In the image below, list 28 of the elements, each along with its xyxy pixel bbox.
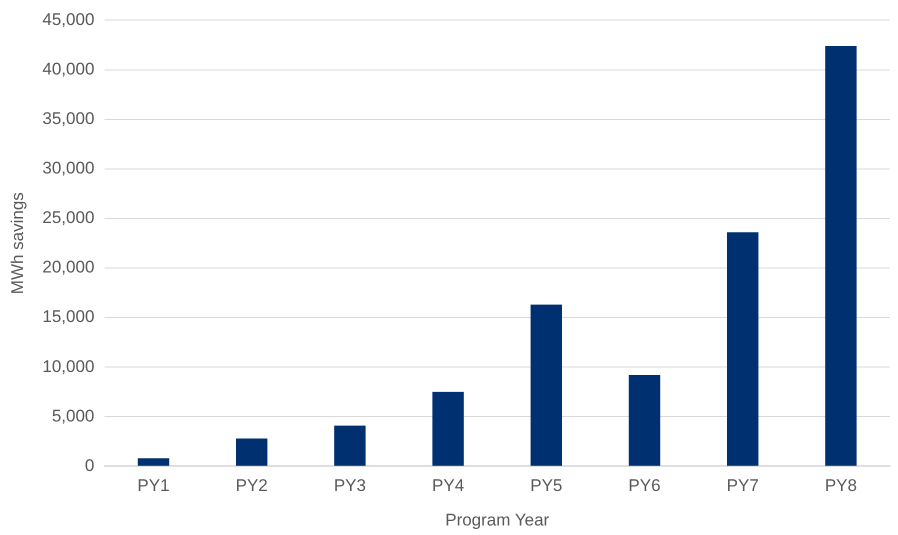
- x-tick-label: PY6: [628, 476, 661, 496]
- y-tick-label: 10,000: [42, 356, 94, 376]
- y-tick-label: 40,000: [42, 59, 94, 78]
- y-axis-title: MWh savings: [8, 192, 27, 294]
- y-tick-label: 5,000: [52, 406, 94, 426]
- bar: [530, 304, 562, 466]
- bar: [432, 392, 464, 466]
- y-tick-label: 20,000: [42, 258, 94, 277]
- x-axis-title: Program Year: [445, 510, 550, 530]
- bar: [334, 426, 366, 466]
- x-tick-label: PY1: [137, 476, 170, 496]
- bar: [236, 438, 268, 466]
- x-tick-label: PY5: [530, 476, 562, 496]
- y-tick-label: 45,000: [42, 10, 94, 29]
- x-tick-label: PY8: [824, 476, 857, 496]
- y-tick-label: 35,000: [42, 109, 94, 128]
- x-tick-label: PY7: [726, 476, 759, 496]
- y-tick-label: 30,000: [42, 158, 94, 178]
- x-tick-label: PY4: [432, 476, 464, 496]
- y-tick-label: 15,000: [42, 307, 94, 326]
- bar: [726, 232, 758, 466]
- y-tick-label: 25,000: [42, 208, 94, 228]
- x-tick-label: PY2: [236, 476, 268, 496]
- y-tick-label: 0: [84, 456, 94, 475]
- x-tick-label: PY3: [334, 476, 366, 496]
- bar: [825, 46, 857, 466]
- bar: [628, 375, 660, 466]
- bar: [138, 458, 170, 466]
